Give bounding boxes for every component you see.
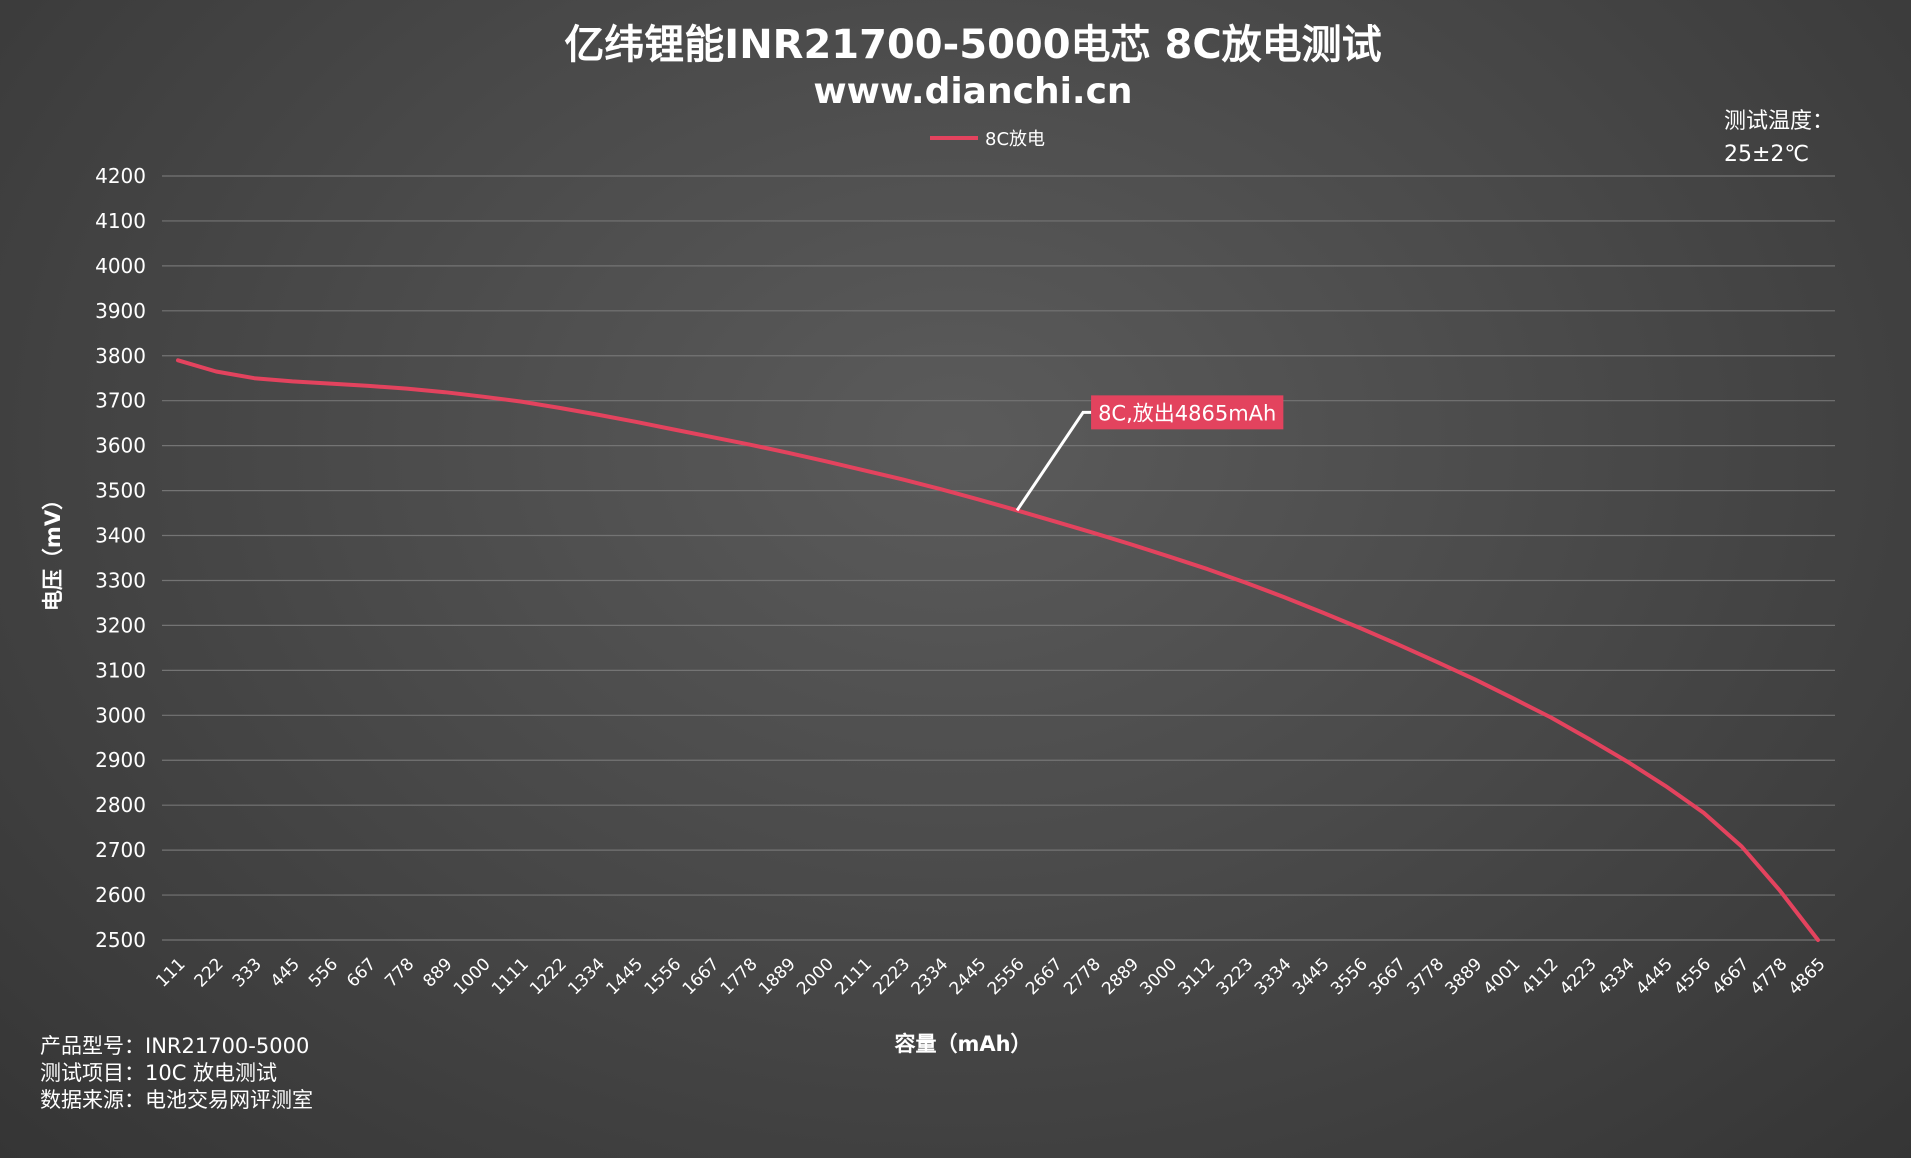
y-tick-label: 3300	[95, 568, 146, 592]
y-tick-label: 3100	[95, 658, 146, 682]
x-tick-label: 3556	[1327, 954, 1372, 999]
annotation-text: 8C,放出4865mAh	[1098, 401, 1276, 425]
y-tick-label: 3900	[95, 299, 146, 323]
x-tick-label: 2111	[831, 954, 876, 999]
y-tick-label: 2800	[95, 793, 146, 817]
y-tick-label: 2600	[95, 883, 146, 907]
x-tick-label: 445	[267, 954, 304, 991]
x-axis-label: 容量（mAh）	[894, 1032, 1031, 1056]
x-tick-label: 3889	[1442, 954, 1487, 999]
x-tick-label: 222	[191, 954, 228, 991]
x-tick-label: 3112	[1175, 954, 1220, 999]
x-tick-label: 111	[152, 954, 189, 991]
y-tick-label: 2500	[95, 928, 146, 952]
chart-title: 亿纬锂能INR21700-5000电芯 8C放电测试	[564, 22, 1381, 68]
x-tick-label: 4556	[1670, 954, 1715, 999]
info-source: 数据来源：电池交易网评测室	[40, 1088, 313, 1112]
x-axis: 111 222 333 445 556 667 778 8891000111112221334…	[152, 954, 1829, 999]
gridlines	[162, 175, 1835, 941]
y-tick-label: 2700	[95, 838, 146, 862]
info-panel: 产品型号：INR21700-5000 测试项目：10C 放电测试 数据来源：电池…	[40, 1033, 313, 1114]
x-tick-label: 1000	[450, 954, 495, 999]
legend: 8C放电	[930, 129, 1045, 150]
x-tick-label: 4865	[1785, 954, 1830, 999]
x-tick-label: 1222	[526, 954, 571, 999]
x-tick-label: 2000	[793, 954, 838, 999]
temperature-label: 测试温度：	[1724, 109, 1834, 134]
info-test-item: 测试项目：10C 放电测试	[40, 1061, 278, 1085]
x-tick-label: 4778	[1747, 954, 1792, 999]
chart-subtitle: www.dianchi.cn	[813, 71, 1132, 112]
y-tick-label: 2900	[95, 748, 146, 772]
x-tick-label: 3778	[1403, 954, 1448, 999]
y-tick-label: 3400	[95, 524, 146, 548]
x-tick-label: 4001	[1480, 954, 1525, 999]
x-tick-label: 2334	[908, 954, 953, 999]
annotation-box	[1091, 395, 1284, 430]
x-tick-label: 2778	[1060, 954, 1105, 999]
x-tick-label: 1445	[602, 954, 647, 999]
x-tick-label: 1667	[679, 954, 724, 999]
y-axis-label: 电压（mV）	[41, 489, 65, 611]
annotation-leader-line	[1015, 410, 1096, 512]
x-tick-label: 333	[229, 954, 266, 991]
x-tick-label: 778	[381, 954, 418, 991]
annotation: 8C,放出4865mAh	[1015, 395, 1284, 512]
x-tick-label: 4112	[1518, 954, 1563, 999]
y-tick-label: 3000	[95, 703, 146, 727]
x-tick-label: 2445	[946, 954, 991, 999]
x-tick-label: 4223	[1556, 954, 1601, 999]
x-tick-label: 4334	[1594, 954, 1639, 999]
y-axis: 4200 4100 4000 3900 3800 3700 3600 3500 3400 3300…	[95, 164, 146, 952]
x-tick-label: 3223	[1213, 954, 1258, 999]
info-model: 产品型号：INR21700-5000	[40, 1034, 310, 1058]
x-tick-label: 4445	[1632, 954, 1677, 999]
x-tick-label: 1889	[755, 954, 800, 999]
y-tick-label: 3800	[95, 344, 146, 368]
y-tick-label: 3600	[95, 434, 146, 458]
series-line-8c	[176, 358, 1820, 942]
x-tick-label: 3334	[1251, 954, 1296, 999]
x-tick-label: 2556	[984, 954, 1029, 999]
x-tick-label: 2889	[1098, 954, 1143, 999]
y-tick-label: 4200	[95, 164, 146, 188]
y-tick-label: 3700	[95, 389, 146, 413]
y-tick-label: 4100	[95, 209, 146, 233]
temperature-value: 25±2℃	[1724, 142, 1809, 167]
y-tick-label: 3200	[95, 613, 146, 637]
x-tick-label: 1556	[641, 954, 686, 999]
x-tick-label: 4667	[1709, 954, 1754, 999]
x-tick-label: 3000	[1136, 954, 1181, 999]
x-tick-label: 1778	[717, 954, 762, 999]
x-tick-label: 3667	[1365, 954, 1410, 999]
y-tick-label: 3500	[95, 479, 146, 503]
y-tick-label: 4000	[95, 254, 146, 278]
x-tick-label: 1111	[488, 954, 533, 999]
x-tick-label: 556	[305, 954, 342, 991]
x-tick-label: 3445	[1289, 954, 1334, 999]
x-tick-label: 1334	[564, 954, 609, 999]
legend-label: 8C放电	[985, 129, 1045, 150]
x-tick-label: 2667	[1022, 954, 1067, 999]
x-tick-label: 667	[343, 954, 380, 991]
x-tick-label: 2223	[869, 954, 914, 999]
